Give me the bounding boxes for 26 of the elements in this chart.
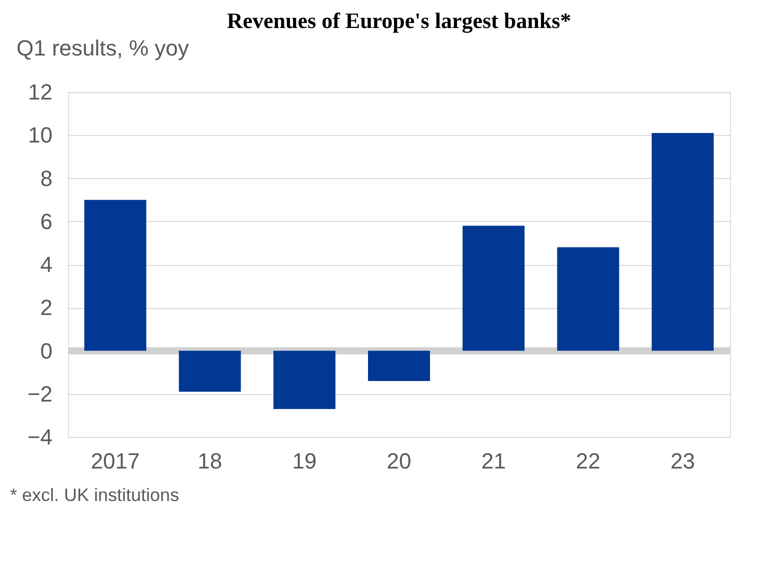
y-tick-label: 0: [40, 338, 52, 364]
x-tick-label: 20: [386, 448, 412, 474]
y-tick-label: 12: [28, 80, 52, 104]
x-tick-label: 21: [481, 448, 506, 474]
y-tick-label: 2: [40, 295, 52, 320]
x-tick-label: 2017: [90, 448, 140, 474]
y-tick-label: −2: [27, 381, 52, 406]
x-tick-label: 22: [576, 448, 600, 474]
chart-title: Revenues of Europe's largest banks*: [226, 8, 572, 33]
y-tick-label: 8: [40, 166, 52, 191]
bar: [84, 200, 146, 351]
text: * excl. UK institutions: [10, 485, 180, 505]
y-axis-title: Q1 results, % yoy: [16, 36, 189, 60]
bar: [178, 350, 241, 392]
bar: [368, 350, 430, 381]
x-tick-label: 18: [198, 448, 222, 474]
x-tick-label: 23: [670, 448, 695, 474]
x-tick-label: 19: [292, 448, 317, 474]
y-tick-label: 10: [28, 122, 52, 148]
bar: [462, 226, 525, 351]
bar: [652, 132, 714, 351]
y-tick-label: 4: [40, 252, 52, 277]
bar: [557, 247, 620, 351]
y-tick-label: 6: [40, 208, 52, 234]
y-tick-label: −4: [27, 424, 52, 450]
bar: [273, 350, 336, 409]
